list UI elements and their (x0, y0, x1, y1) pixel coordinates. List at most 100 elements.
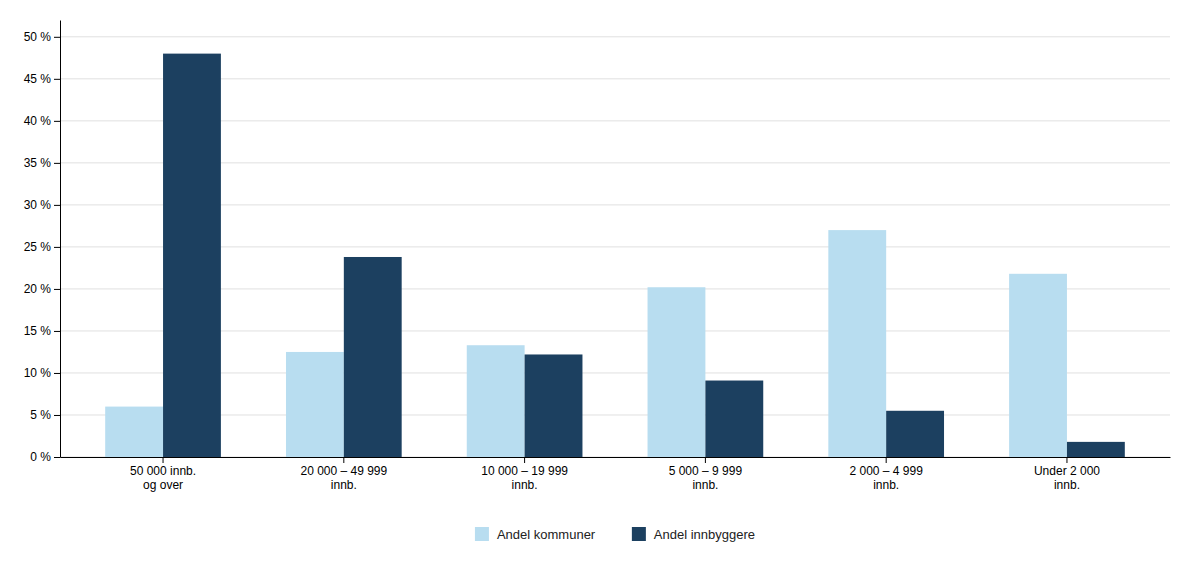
legend-swatch (632, 527, 646, 541)
grid-line (60, 246, 1170, 247)
y-tick-label: 25 % (24, 240, 52, 254)
x-tick-mark (343, 457, 344, 463)
x-tick: 2 000 – 4 999innb. (849, 457, 923, 492)
x-tick-label-line: innb. (1054, 478, 1080, 492)
y-tick-mark (54, 331, 60, 332)
bar (1067, 442, 1125, 457)
bar (648, 287, 706, 457)
x-tick: 5 000 – 9 999innb. (669, 457, 743, 492)
legend-label: Andel kommuner (497, 527, 596, 542)
x-tick-label: 20 000 – 49 999innb. (300, 464, 387, 492)
grid-line (60, 162, 1170, 163)
y-tick-label: 5 % (30, 408, 51, 422)
grid-line (60, 330, 1170, 331)
y-tick-label: 45 % (24, 72, 52, 86)
x-tick-label-line: innb. (331, 478, 357, 492)
y-tick: 15 % (24, 324, 60, 338)
x-tick-label: 2 000 – 4 999innb. (849, 464, 923, 492)
y-tick: 25 % (24, 240, 60, 254)
y-tick: 10 % (24, 366, 60, 380)
y-tick-mark (54, 289, 60, 290)
bar (1009, 274, 1067, 457)
y-tick-mark (54, 415, 60, 416)
y-tick-label: 50 % (24, 30, 52, 44)
x-tick-label-line: Under 2 000 (1034, 464, 1100, 478)
x-tick-label-line: og over (143, 478, 183, 492)
x-tick-label-line: 50 000 innb. (130, 464, 196, 478)
y-tick-mark (54, 205, 60, 206)
x-axis: 50 000 innb.og over20 000 – 49 999innb.1… (61, 457, 1171, 492)
x-tick-label: 10 000 – 19 999innb. (481, 464, 568, 492)
y-tick: 5 % (30, 408, 60, 422)
plot-area: 0 % 5 % 10 % 15 % 20 % 25 % 30 % 35 % 40 % 45 % 50… (24, 21, 1171, 492)
y-tick-label: 10 % (24, 366, 52, 380)
x-axis-line (61, 457, 1171, 458)
x-tick-label: 5 000 – 9 999innb. (669, 464, 743, 492)
y-tick-mark (54, 37, 60, 38)
x-tick: 50 000 innb.og over (130, 457, 196, 492)
y-tick: 50 % (24, 30, 60, 44)
bar (286, 352, 344, 457)
grid-line (60, 414, 1170, 415)
y-tick: 35 % (24, 156, 60, 170)
chart-container: 0 % 5 % 10 % 15 % 20 % 25 % 30 % 35 % 40 % 45 % 50… (0, 0, 1200, 567)
legend-item: Andel kommuner (475, 527, 596, 542)
x-tick-label-line: innb. (873, 478, 899, 492)
legend-swatch (475, 527, 489, 541)
y-tick: 40 % (24, 114, 60, 128)
x-tick-mark (524, 457, 525, 463)
bar (705, 381, 763, 457)
y-tick-mark (54, 163, 60, 164)
y-tick-mark (54, 121, 60, 122)
x-tick: 10 000 – 19 999innb. (481, 457, 568, 492)
grid-line (60, 288, 1170, 289)
y-tick-mark (54, 457, 60, 458)
bar (828, 230, 886, 457)
x-tick-label-line: 10 000 – 19 999 (481, 464, 568, 478)
legend-item: Andel innbyggere (632, 527, 755, 542)
y-tick-label: 15 % (24, 324, 52, 338)
grid-line (60, 120, 1170, 121)
grid-line (60, 457, 1170, 458)
bar (344, 257, 402, 457)
x-tick: Under 2 000innb. (1034, 457, 1100, 492)
legend: Andel kommuner Andel innbyggere (475, 527, 755, 542)
y-tick: 20 % (24, 282, 60, 296)
x-tick-label-line: innb. (692, 478, 718, 492)
x-tick-label-line: 5 000 – 9 999 (669, 464, 743, 478)
chart-svg: 0 % 5 % 10 % 15 % 20 % 25 % 30 % 35 % 40 % 45 % 50… (0, 0, 1200, 567)
bar (163, 54, 221, 457)
bar (886, 411, 944, 457)
grid-line (60, 36, 1170, 37)
x-tick-mark (1066, 457, 1067, 463)
x-tick: 20 000 – 49 999innb. (300, 457, 387, 492)
y-axis: 0 % 5 % 10 % 15 % 20 % 25 % 30 % 35 % 40 % 45 % 50… (24, 21, 61, 465)
y-tick-label: 30 % (24, 198, 52, 212)
y-tick-mark (54, 79, 60, 80)
bars (105, 54, 1125, 457)
bar-series (163, 54, 1125, 457)
grid-line (60, 78, 1170, 79)
x-tick-label-line: 2 000 – 4 999 (849, 464, 923, 478)
x-tick-mark (163, 457, 164, 463)
y-tick: 0 % (30, 450, 60, 464)
y-tick-label: 40 % (24, 114, 52, 128)
bar (467, 345, 525, 457)
x-tick-label-line: 20 000 – 49 999 (300, 464, 387, 478)
x-tick-mark (886, 457, 887, 463)
y-tick-label: 20 % (24, 282, 52, 296)
y-tick-mark (54, 247, 60, 248)
bar-series (105, 230, 1067, 457)
legend-label: Andel innbyggere (654, 527, 755, 542)
grid-line (60, 372, 1170, 373)
y-tick: 45 % (24, 72, 60, 86)
bar (525, 354, 583, 457)
y-tick-label: 35 % (24, 156, 52, 170)
y-tick-label: 0 % (30, 450, 51, 464)
x-tick-label: Under 2 000innb. (1034, 464, 1100, 492)
y-tick: 30 % (24, 198, 60, 212)
y-tick-mark (54, 373, 60, 374)
x-tick-mark (705, 457, 706, 463)
x-tick-label-line: innb. (512, 478, 538, 492)
bar (105, 407, 163, 457)
